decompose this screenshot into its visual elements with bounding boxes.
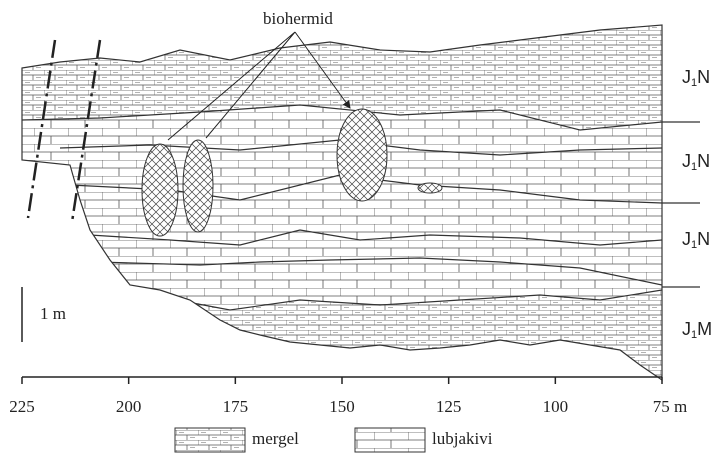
tick-label: 75 m <box>653 397 687 416</box>
unit-label: J1N <box>682 229 710 251</box>
strata <box>0 0 725 462</box>
legend-label: lubjakivi <box>432 429 493 448</box>
unit-label: J1N <box>682 67 710 89</box>
legend: mergel lubjakivi <box>175 428 493 452</box>
tick-label: 225 <box>9 397 35 416</box>
x-axis: 225 200 175 150 125 100 75 m <box>9 377 687 416</box>
tick-label: 200 <box>116 397 142 416</box>
unit-suffix: N <box>697 229 710 249</box>
tick-label: 125 <box>436 397 462 416</box>
tick-label: 100 <box>543 397 569 416</box>
scale-bar-label: 1 m <box>40 304 66 323</box>
unit-suffix: M <box>697 319 712 339</box>
unit-labels: J1N J1N J1N J1M <box>682 67 712 341</box>
unit-suffix: N <box>697 151 710 171</box>
unit-label: J1N <box>682 151 710 173</box>
unit-base: J <box>682 67 691 87</box>
tick-label: 150 <box>329 397 355 416</box>
tick-label: 175 <box>223 397 249 416</box>
unit-label: J1M <box>682 319 712 341</box>
legend-label: mergel <box>252 429 299 448</box>
annotation: biohermid <box>263 9 333 28</box>
unit-base: J <box>682 229 691 249</box>
unit-base: J <box>682 319 691 339</box>
unit-base: J <box>682 151 691 171</box>
section-diagram: biohermid 1 m 225 200 175 150 125 100 75 m J1N… <box>0 0 725 462</box>
unit-suffix: N <box>697 67 710 87</box>
